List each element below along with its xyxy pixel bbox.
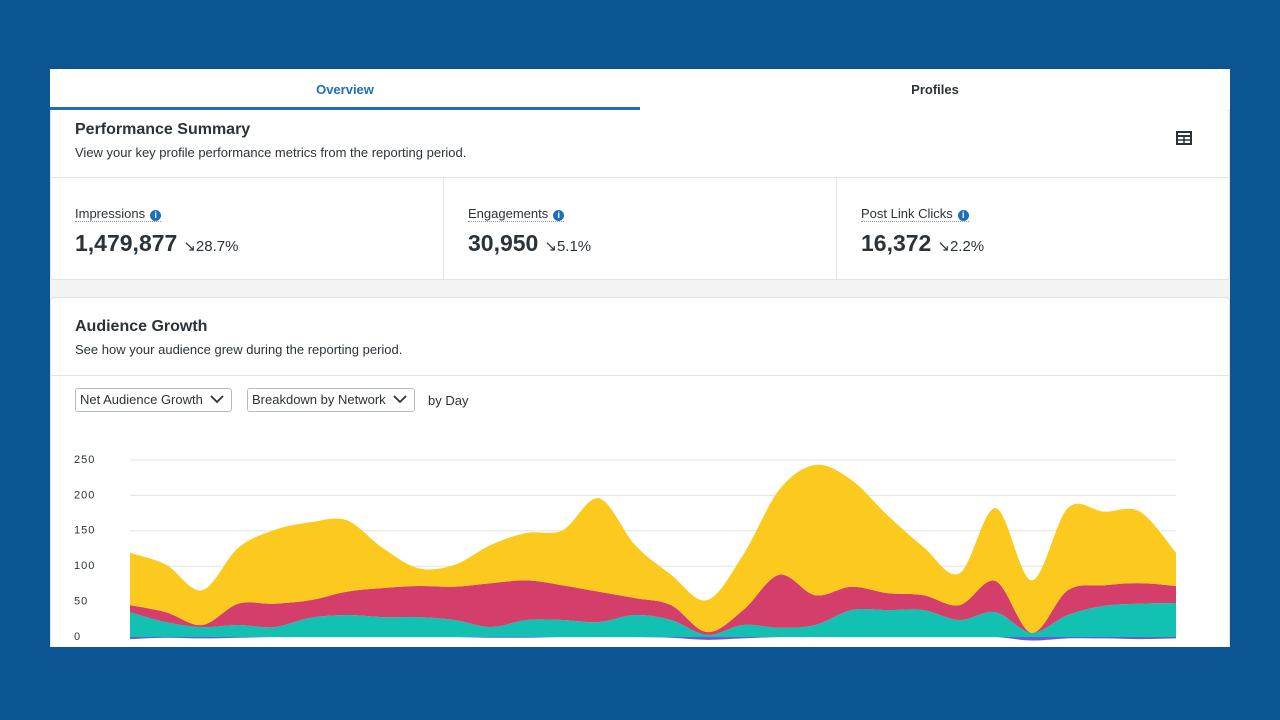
metric-label-text: Impressions [75, 206, 146, 221]
tab[interactable]: Overview [50, 69, 640, 110]
metric-cell: Post Link Clicks i 16,372 ↘2.2% [837, 178, 1229, 279]
divider [51, 375, 1229, 376]
down-arrow-icon: ↘ [183, 238, 196, 255]
metric-value: 16,372 [861, 230, 932, 256]
table-view-icon[interactable] [1176, 131, 1192, 145]
metric-change-row: ↘2.2% [937, 238, 984, 255]
metric-change-row: ↘28.7% [183, 238, 238, 255]
metric-label: Impressions i [75, 206, 162, 222]
y-tick-label: 0 [74, 631, 81, 643]
info-icon: i [150, 210, 162, 221]
y-tick-label: 200 [74, 489, 95, 501]
dropdown[interactable]: Breakdown by Network [247, 388, 415, 412]
down-arrow-icon: ↘ [544, 238, 557, 255]
metric-label-text: Post Link Clicks [861, 206, 953, 221]
card-title: Audience Growth [75, 318, 208, 335]
area [130, 464, 1176, 633]
metric-cell: Engagements i 30,950 ↘5.1% [444, 178, 837, 279]
metric-label: Post Link Clicks i [861, 206, 969, 222]
card-title: Performance Summary [75, 121, 251, 138]
metric-label: Engagements i [468, 206, 565, 222]
metric-value-row: 16,372 ↘2.2% [861, 230, 984, 257]
metric-cell: Impressions i 1,479,877 ↘28.7% [51, 178, 444, 279]
card-subtitle: View your key profile performance metric… [75, 145, 467, 160]
metric-value: 1,479,877 [75, 230, 178, 256]
metric-change: 28.7% [195, 238, 239, 255]
divider [51, 177, 1229, 178]
area [130, 636, 1176, 641]
area [130, 603, 1176, 637]
dropdown[interactable]: Net Audience Growth [75, 388, 232, 412]
y-tick-label: 100 [74, 560, 95, 572]
metric-value: 30,950 [468, 230, 539, 256]
metric-change: 2.2% [949, 238, 985, 255]
y-tick-label: 250 [74, 454, 95, 466]
y-tick-label: 50 [74, 596, 88, 608]
performance-card: Performance Summary View your key profil… [50, 110, 1230, 280]
chart: 0 50 100 150 200 250 [74, 454, 1176, 643]
tab[interactable]: Profiles [911, 82, 959, 97]
dropdown-label: Net Audience Growth [80, 392, 203, 407]
metric-value-row: 1,479,877 ↘28.7% [75, 230, 238, 257]
dropdown-label: Breakdown by Network [252, 392, 386, 407]
metric-change-row: ↘5.1% [544, 238, 591, 255]
dropdown-suffix: by Day [428, 393, 469, 408]
area [130, 574, 1176, 635]
y-tick-label: 150 [74, 525, 95, 537]
down-arrow-icon: ↘ [937, 238, 950, 255]
chevron [210, 395, 224, 404]
analytics-panel: Overview Profiles Performance Summary Vi… [50, 69, 1230, 647]
metric-value-row: 30,950 ↘5.1% [468, 230, 591, 257]
card-subtitle: See how your audience grew during the re… [75, 342, 403, 357]
chevron [393, 395, 407, 404]
info-icon: i [553, 210, 565, 221]
metric-label-text: Engagements [468, 206, 549, 221]
metric-change: 5.1% [556, 238, 592, 255]
info-icon: i [957, 210, 969, 221]
